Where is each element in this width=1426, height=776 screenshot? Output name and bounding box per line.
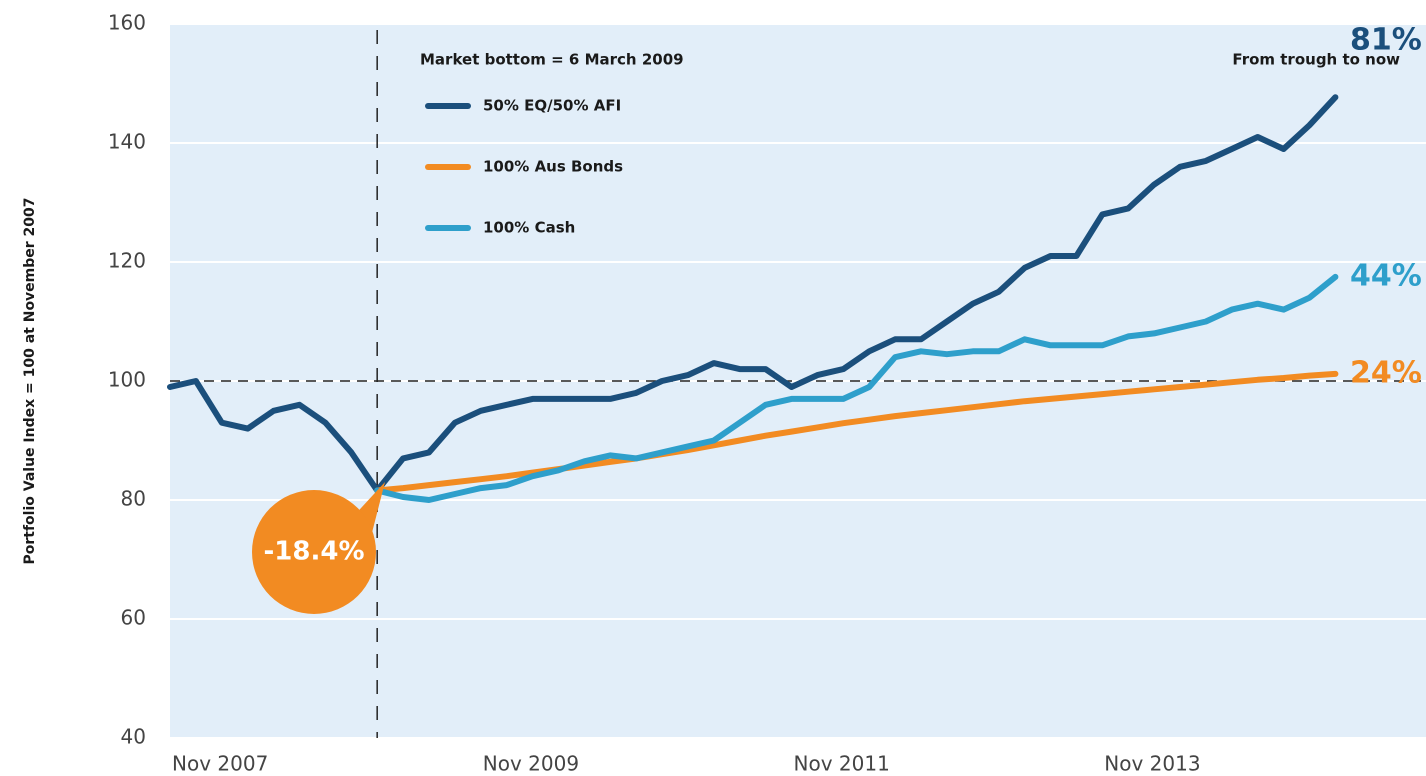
series-line <box>167 94 1339 494</box>
y-tick-label: 160 <box>108 11 146 35</box>
y-tick-label: 60 <box>121 606 146 630</box>
x-tick-label: Nov 2007 <box>172 752 268 776</box>
y-tick-label: 40 <box>121 725 146 749</box>
y-axis-label: Portfolio Value Index = 100 at November … <box>22 197 38 564</box>
end-label: 44% <box>1350 258 1422 293</box>
end-label: 24% <box>1350 355 1422 390</box>
y-tick-label: 120 <box>108 249 146 273</box>
x-tick-label: Nov 2009 <box>483 752 579 776</box>
end-label: 81% <box>1350 23 1422 58</box>
callout <box>252 490 376 614</box>
series-line <box>374 273 1339 503</box>
y-tick-label: 140 <box>108 130 146 154</box>
annotation: Market bottom = 6 March 2009 <box>420 51 684 69</box>
x-tick-label: Nov 2013 <box>1104 752 1200 776</box>
y-tick-label: 80 <box>121 487 146 511</box>
series-line <box>374 370 1339 494</box>
x-tick-label: Nov 2011 <box>794 752 890 776</box>
legend-label: 100% Cash <box>483 219 575 237</box>
marks <box>167 23 1426 739</box>
legend-label: 100% Aus Bonds <box>483 158 623 176</box>
y-tick-label: 100 <box>108 368 146 392</box>
legend-label: 50% EQ/50% AFI <box>483 97 621 115</box>
annotation: From trough to now <box>1232 51 1400 69</box>
callout-label: -18.4% <box>264 537 365 567</box>
